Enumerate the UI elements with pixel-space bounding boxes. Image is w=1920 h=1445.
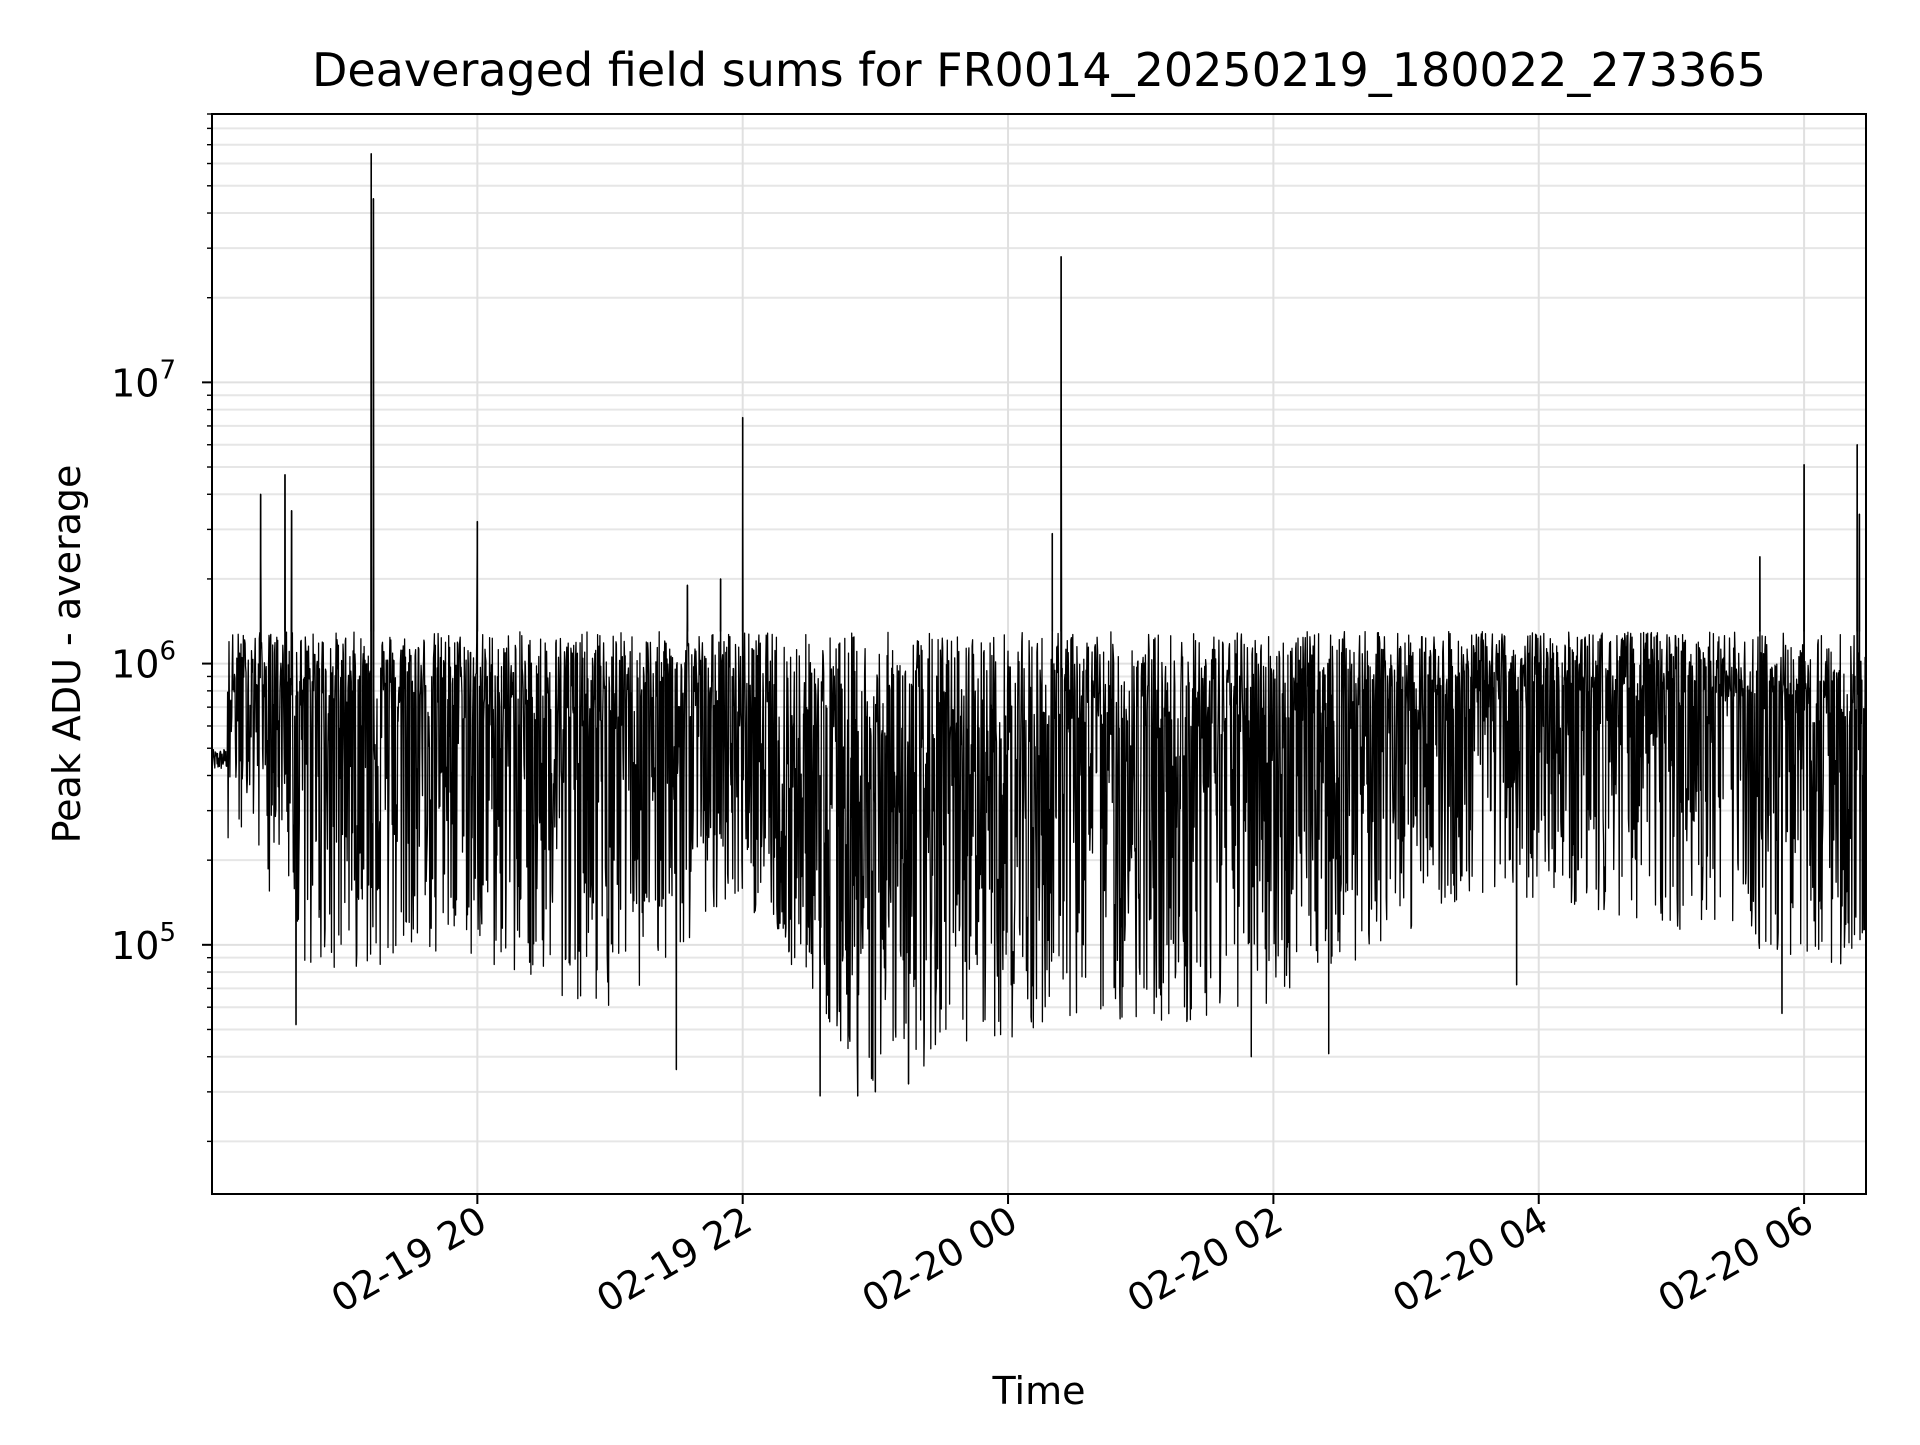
y-axis-label: Peak ADU - average — [45, 465, 89, 844]
series-line — [211, 153, 1867, 1177]
x-axis-label: Time — [992, 1369, 1086, 1413]
chart-title: Deaveraged field sums for FR0014_2025021… — [312, 43, 1766, 97]
major-gridlines — [212, 114, 1866, 1194]
y-tick-label: 105 — [111, 918, 176, 968]
plot-area-frame — [211, 113, 1867, 1195]
y-tick-label: 106 — [111, 637, 176, 687]
